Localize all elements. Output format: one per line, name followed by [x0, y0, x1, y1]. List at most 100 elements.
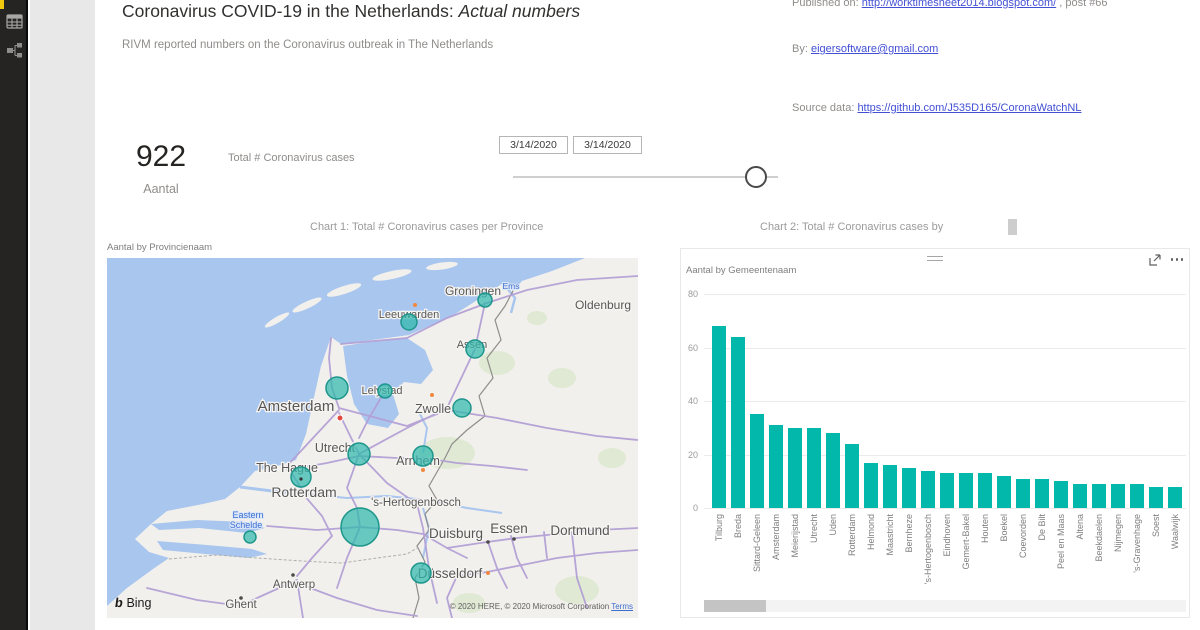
- map-label-amsterdam: Amsterdam: [258, 398, 335, 415]
- x-axis-label-Sittard-Geleen: Sittard-Geleen: [751, 514, 762, 573]
- x-axis-label-'s-Hertogenbosch: 's-Hertogenbosch: [922, 514, 933, 585]
- map-bubble-4[interactable]: [377, 383, 393, 399]
- map-label-ems: Ems: [503, 281, 520, 291]
- source-line: Source data: https://github.com/J535D165…: [792, 102, 1081, 114]
- bar-Eindhoven[interactable]: [940, 473, 954, 508]
- bar-Maastricht[interactable]: [883, 465, 897, 508]
- published-link[interactable]: http://worktimesheet2014.blogspot.com/: [861, 0, 1057, 9]
- bar-Nijmegen[interactable]: [1111, 483, 1125, 508]
- author-email-link[interactable]: eigersoftware@gmail.com: [810, 43, 939, 55]
- map-label-oldenburg: Oldenburg: [575, 298, 631, 312]
- x-axis-label-Coevorden: Coevorden: [1017, 514, 1028, 559]
- more-options-icon[interactable]: [1170, 254, 1183, 264]
- map-bubble-0[interactable]: [477, 292, 493, 308]
- bar-De Bilt[interactable]: [1035, 478, 1049, 508]
- bar-chart-scrollbar-thumb[interactable]: [704, 600, 766, 612]
- x-axis-label-Amsterdam: Amsterdam: [770, 514, 781, 561]
- map-label-antwerp: Antwerp: [273, 579, 315, 591]
- map-bubble-8[interactable]: [290, 466, 312, 488]
- bar-'s-Gravenhage[interactable]: [1130, 483, 1144, 508]
- author-label: By:: [792, 43, 811, 55]
- bar-Coevorden[interactable]: [1016, 478, 1030, 508]
- date-slider-handle[interactable]: [745, 166, 767, 188]
- kpi-caption: Total # Coronavirus cases: [228, 152, 355, 164]
- bar-chart-title: Aantal by Gemeentenaam: [686, 265, 797, 276]
- y-axis-tick-20: 20: [687, 449, 698, 460]
- map-bubble-7[interactable]: [412, 445, 434, 467]
- author-line: By: eigersoftware@gmail.com: [792, 43, 938, 55]
- bar-Helmond[interactable]: [864, 462, 878, 508]
- map-bubble-5[interactable]: [452, 398, 472, 418]
- textbox-scrollbar-thumb[interactable]: [1008, 219, 1017, 235]
- bar-Bernheze[interactable]: [902, 467, 916, 508]
- map-bubble-3[interactable]: [325, 376, 349, 400]
- x-axis-label-Utrecht: Utrecht: [808, 514, 819, 544]
- slicer-start-date-input[interactable]: 3/14/2020: [499, 136, 568, 154]
- bar-Waalwijk[interactable]: [1168, 486, 1182, 508]
- x-axis-label-Maastricht: Maastricht: [884, 514, 895, 556]
- bar-Tilburg[interactable]: [712, 326, 726, 508]
- map-bubble-2[interactable]: [465, 339, 485, 359]
- report-title-emphasis: Actual numbers: [458, 1, 581, 21]
- source-data-link[interactable]: https://github.com/J535D165/CoronaWatchN…: [857, 102, 1082, 114]
- x-axis-label-Nijmegen: Nijmegen: [1112, 514, 1123, 553]
- bing-logo[interactable]: b Bing: [113, 595, 152, 610]
- x-axis-label-De Bilt: De Bilt: [1036, 514, 1047, 541]
- x-axis-label-Boekel: Boekel: [998, 514, 1009, 542]
- map-north-sea: [107, 258, 585, 606]
- report-title: Coronavirus COVID-19 in the Netherlands:…: [122, 1, 581, 21]
- bar-Houten[interactable]: [978, 473, 992, 508]
- report-subtitle: RIVM reported numbers on the Coronavirus…: [122, 39, 494, 51]
- visual-drag-handle[interactable]: [927, 256, 943, 263]
- map-label-schelde: Schelde: [230, 520, 263, 530]
- bing-map[interactable]: GroningenEmsOldenburgLeeuwardenAssenAmst…: [107, 258, 638, 618]
- focus-mode-icon[interactable]: [1149, 253, 1162, 266]
- y-axis-tick-0: 0: [692, 503, 698, 513]
- map-bubble-6[interactable]: [347, 442, 371, 466]
- x-axis-label-Beekdaelen: Beekdaelen: [1093, 514, 1104, 562]
- bar-Utrecht[interactable]: [807, 427, 821, 508]
- gridline-0: [704, 508, 1186, 509]
- x-axis-label-Meierijstad: Meierijstad: [789, 514, 800, 558]
- published-suffix: , post #66: [1056, 0, 1108, 9]
- map-label-utrecht: Utrecht: [315, 441, 356, 455]
- x-axis-label-Eindhoven: Eindhoven: [941, 514, 952, 557]
- gridline-20: [704, 454, 1186, 456]
- x-axis-label-Helmond: Helmond: [865, 514, 876, 551]
- bar-Breda[interactable]: [731, 336, 745, 508]
- map-bubble-10[interactable]: [243, 530, 257, 544]
- bar-Peel en Maas[interactable]: [1054, 481, 1068, 508]
- bar-Beekdaelen[interactable]: [1092, 483, 1106, 508]
- active-page-accent: [0, 0, 4, 9]
- model-view-icon[interactable]: [6, 42, 23, 59]
- bar-Amsterdam[interactable]: [769, 425, 783, 508]
- bar-Soest[interactable]: [1149, 486, 1163, 508]
- nav-sidebar: [0, 0, 28, 630]
- published-line: Published on: http://worktimesheet2014.b…: [792, 0, 1108, 9]
- bar-Boekel[interactable]: [997, 475, 1011, 508]
- bar-Sittard-Geleen[interactable]: [750, 414, 764, 508]
- bar-chart-scrollbar[interactable]: [704, 600, 1186, 612]
- bar-Altena[interactable]: [1073, 483, 1087, 508]
- map-city-dots: [239, 303, 587, 600]
- bar-Meierijstad[interactable]: [788, 427, 802, 508]
- bar-Uden[interactable]: [826, 433, 840, 508]
- map-visual-title: Aantal by Provincienaam: [107, 242, 213, 253]
- bar-Rotterdam[interactable]: [845, 443, 859, 508]
- data-view-icon[interactable]: [6, 13, 23, 30]
- x-axis-label-Gemert-Bakel: Gemert-Bakel: [960, 514, 971, 570]
- slicer-end-date-input[interactable]: 3/14/2020: [573, 136, 642, 154]
- map-scheldt-estuaries: [151, 520, 267, 558]
- map-bubble-11[interactable]: [410, 562, 432, 584]
- map-de-nl-border: [412, 290, 514, 618]
- map-terms-link[interactable]: Terms: [611, 602, 633, 611]
- bar-'s-Hertogenbosch[interactable]: [921, 470, 935, 508]
- x-axis-label-Waalwijk: Waalwijk: [1169, 514, 1180, 550]
- map-bubble-1[interactable]: [400, 313, 418, 331]
- x-axis-label-Bernheze: Bernheze: [903, 514, 914, 553]
- date-slider-track[interactable]: [513, 176, 778, 178]
- map-label-ghent: Ghent: [225, 599, 257, 611]
- x-axis-label-Soest: Soest: [1150, 514, 1161, 538]
- bar-Gemert-Bakel[interactable]: [959, 473, 973, 508]
- map-bubble-9[interactable]: [340, 507, 380, 547]
